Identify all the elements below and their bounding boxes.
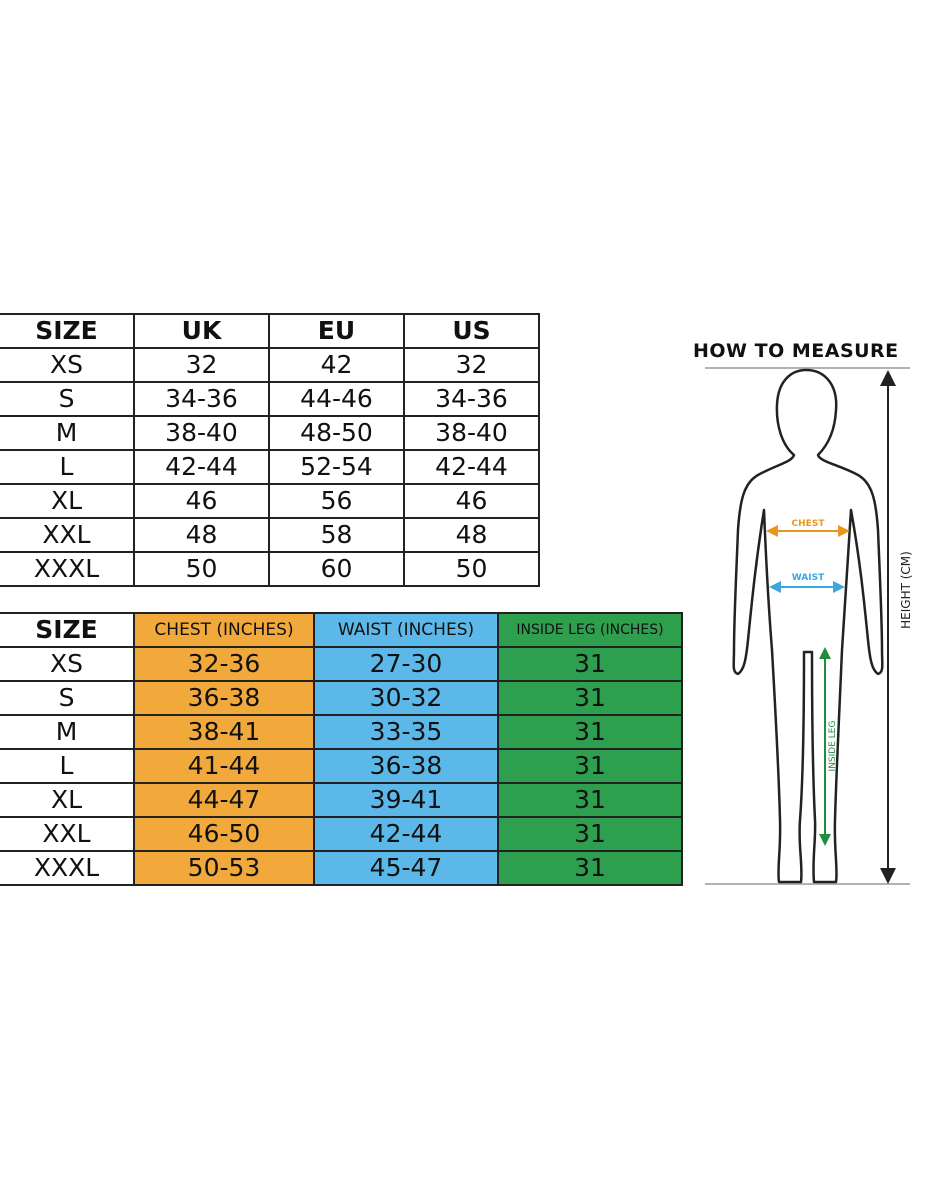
size-conversion-table: SIZE UK EU US XS 32 42 32 S 34-36 44-46 34-36 M 3… [0,313,540,587]
table-cell: 60 [268,551,405,587]
table-cell: M [0,714,135,750]
table-cell: 44-47 [133,782,315,818]
table-cell: 30-32 [313,680,499,716]
table-cell: 31 [497,782,683,818]
table-row: XXXL 50-53 45-47 31 [0,850,683,886]
table-cell: 38-40 [133,415,270,451]
table-cell: 27-30 [313,646,499,682]
table-cell: XXXL [0,551,135,587]
table-cell: 50 [133,551,270,587]
table-cell: L [0,748,135,784]
header-waist: WAIST (INCHES) [313,612,499,648]
table-cell: XXXL [0,850,135,886]
table-cell: 50 [403,551,540,587]
table-cell: M [0,415,135,451]
table-cell: 31 [497,680,683,716]
chest-label: CHEST [792,519,826,529]
table-row: XXL 48 58 48 [0,517,540,553]
table-cell: 33-35 [313,714,499,750]
table-cell: 42-44 [313,816,499,852]
header-eu: EU [268,313,405,349]
table-cell: 38-41 [133,714,315,750]
table-row: M 38-40 48-50 38-40 [0,415,540,451]
header-uk: UK [133,313,270,349]
diagram-title: HOW TO MEASURE [693,340,899,362]
table-cell: 32 [403,347,540,383]
table-cell: L [0,449,135,485]
table-cell: 32 [133,347,270,383]
table-header-row: SIZE CHEST (INCHES) WAIST (INCHES) INSID… [0,612,683,648]
header-chest: CHEST (INCHES) [133,612,315,648]
table-cell: 46 [403,483,540,519]
table-cell: XXL [0,517,135,553]
table-cell: 48 [403,517,540,553]
table-cell: 56 [268,483,405,519]
table-row: XS 32-36 27-30 31 [0,646,683,682]
waist-label: WAIST [792,573,825,583]
table-cell: 42-44 [133,449,270,485]
table-row: XL 46 56 46 [0,483,540,519]
table-cell: 32-36 [133,646,315,682]
table-cell: 38-40 [403,415,540,451]
table-row: L 42-44 52-54 42-44 [0,449,540,485]
table-row: XXL 46-50 42-44 31 [0,816,683,852]
measurement-table: SIZE CHEST (INCHES) WAIST (INCHES) INSID… [0,612,683,886]
table-cell: 46-50 [133,816,315,852]
table-cell: XL [0,483,135,519]
table-cell: 31 [497,816,683,852]
table-cell: XS [0,646,135,682]
table-cell: 42-44 [403,449,540,485]
table-cell: 48 [133,517,270,553]
height-label: HEIGHT (CM) [899,551,913,629]
table-row: XL 44-47 39-41 31 [0,782,683,818]
table-cell: S [0,680,135,716]
table-cell: 34-36 [133,381,270,417]
table-cell: S [0,381,135,417]
table-cell: 36-38 [133,680,315,716]
table-row: L 41-44 36-38 31 [0,748,683,784]
table-cell: 48-50 [268,415,405,451]
table-row: M 38-41 33-35 31 [0,714,683,750]
table-cell: 34-36 [403,381,540,417]
table-cell: 31 [497,748,683,784]
table-row: XXXL 50 60 50 [0,551,540,587]
header-size: SIZE [0,313,135,349]
table-cell: 39-41 [313,782,499,818]
table-cell: XL [0,782,135,818]
table-cell: 58 [268,517,405,553]
table-cell: XS [0,347,135,383]
table-cell: 41-44 [133,748,315,784]
table-row: XS 32 42 32 [0,347,540,383]
table-cell: 52-54 [268,449,405,485]
table-cell: 44-46 [268,381,405,417]
table-cell: 31 [497,714,683,750]
table-row: S 34-36 44-46 34-36 [0,381,540,417]
body-outline [732,368,884,884]
header-us: US [403,313,540,349]
table-cell: 42 [268,347,405,383]
table-cell: 46 [133,483,270,519]
header-size: SIZE [0,612,135,648]
inside-leg-label: INSIDE LEG [828,721,838,772]
table-cell: 45-47 [313,850,499,886]
table-cell: 36-38 [313,748,499,784]
table-cell: 50-53 [133,850,315,886]
table-cell: 31 [497,646,683,682]
table-cell: 31 [497,850,683,886]
table-cell: XXL [0,816,135,852]
header-inside-leg: INSIDE LEG (INCHES) [497,612,683,648]
body-measure-diagram: HEIGHT (CM) CHEST WAIST INSIDE LEG [705,367,913,885]
table-header-row: SIZE UK EU US [0,313,540,349]
table-row: S 36-38 30-32 31 [0,680,683,716]
